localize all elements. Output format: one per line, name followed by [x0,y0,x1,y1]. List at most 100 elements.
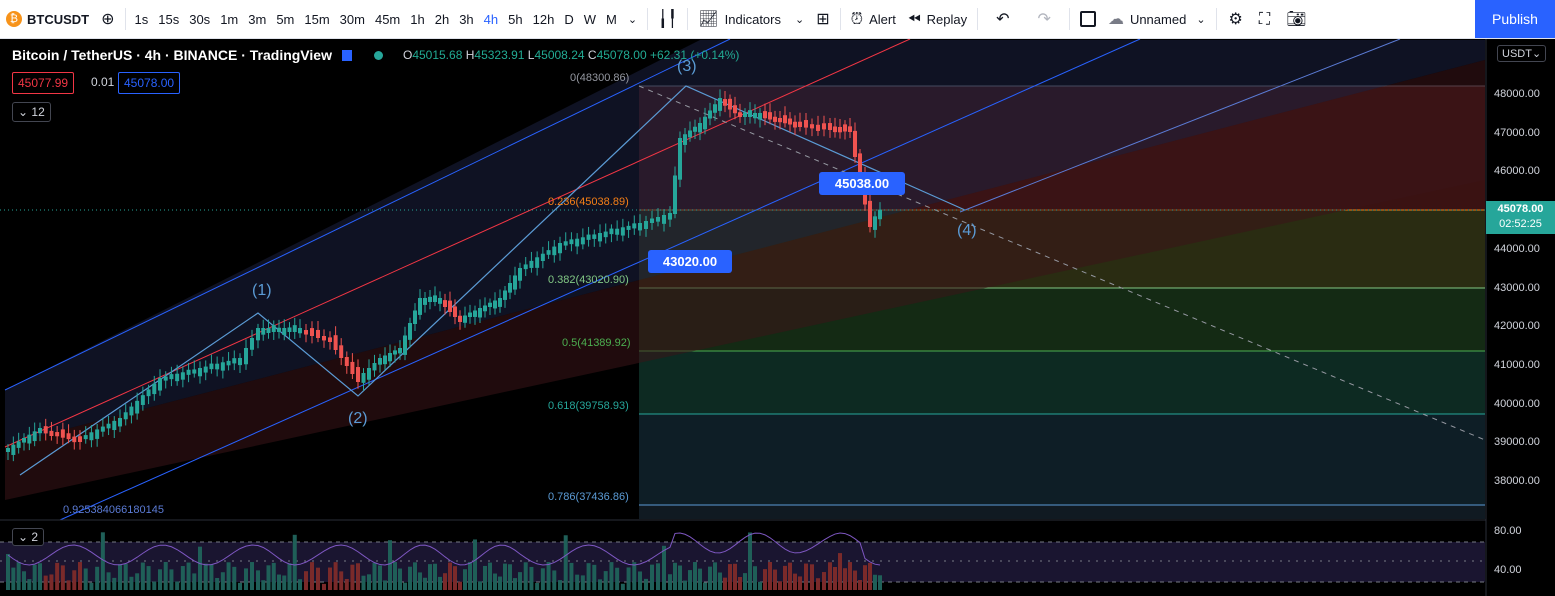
price-axis[interactable] [1486,39,1555,596]
candle-body [569,239,574,245]
timeframe-dropdown[interactable]: ⌄ [622,0,643,38]
candle-body [804,120,808,128]
candle-body [333,335,338,350]
candle-body [858,153,862,182]
fullscreen-toggle[interactable] [1074,0,1102,38]
timeframe-1s[interactable]: 1s [134,11,149,27]
templates-button[interactable]: ⊞ [810,0,835,38]
candle-body [135,400,140,414]
volume-bar [378,565,382,590]
volume-bar [367,574,371,590]
timeframe-30s[interactable]: 30s [189,11,211,27]
volume-bar [192,573,197,590]
volume-bar [878,575,882,590]
volume-bar [55,562,60,590]
candle-body [428,296,432,302]
elliott-wave-path[interactable] [19,85,966,476]
flag-icon [341,49,352,61]
candle-body [503,290,507,300]
buy-button[interactable]: 45078.00 [118,72,181,94]
volume-bar [72,570,77,590]
low-label: L [527,48,535,62]
indicators-button[interactable]: 📈︎ Indicators ⌄ [692,0,810,38]
candle-body [361,373,366,383]
timeframe-5m[interactable]: 5m [276,11,295,27]
volume-bar [163,562,168,590]
candle-body [838,127,842,133]
timeframe-W[interactable]: W [583,11,596,27]
timeframe-45m[interactable]: 45m [374,11,401,27]
channel-top-line [4,39,731,391]
symbol-search[interactable]: ₿ BTCUSDT [0,0,95,38]
symbol-name: BTCUSDT [27,11,90,27]
candle-body [256,328,260,341]
volume-bar [83,568,88,590]
timeframe-M[interactable]: M [605,11,617,27]
candle-body [868,200,872,227]
alert-button[interactable]: ⏰︎ Alert [845,0,902,38]
volume-bar [175,581,180,590]
timeframe-3h[interactable]: 3h [459,11,474,27]
redo-button[interactable]: ↷ [1024,0,1065,38]
timeframe-1h[interactable]: 1h [410,11,425,27]
candle-body [372,363,377,371]
price-callout-bottom[interactable]: 43020.00 [648,250,732,273]
volume-bar [656,563,660,590]
volume-bar [558,580,562,590]
volume-bar [458,581,462,590]
undo-button[interactable]: ↶ [982,0,1023,38]
expand-button[interactable]: ⛶ [1251,0,1278,38]
timeframe-15s[interactable]: 15s [158,11,180,27]
layout-menu[interactable]: ☁︎ Unnamed ⌄ [1102,0,1212,38]
channel-upper-fill [5,40,1485,445]
timeframe-1m[interactable]: 1m [220,11,239,27]
volume-bar [361,575,366,590]
replay-button[interactable]: ⏪︎ Replay [902,0,973,38]
timeframe-list: 1s 15s 30s 1m 3m 5m 15m 30m 45m 1h 2h 3h 4h 5h 12h D W M [130,0,622,38]
sell-button[interactable]: 45077.99 [12,72,75,94]
indicators-label: Indicators [724,11,781,27]
price-tick: 39000.00 [1494,436,1540,448]
volume-bar [783,565,787,590]
candle-body [55,432,60,437]
currency-selector[interactable]: USDT⌄ [1497,45,1547,62]
timeframe-2h[interactable]: 2h [434,11,450,27]
price-callout-top[interactable]: 45038.00 [819,172,905,195]
candle-body [678,138,682,180]
candle-body [638,223,642,231]
timeframe-5h[interactable]: 5h [508,11,523,27]
volume-bar [60,565,65,590]
fullscreen-icon: ⛶ [1258,9,1271,28]
candle-body [169,374,174,380]
timeframe-D[interactable]: D [564,11,574,27]
candle-body [632,223,637,229]
timeframe-4h[interactable]: 4h [483,11,499,27]
candles-icon: ╽╿ [658,9,678,28]
indicators-collapse-button[interactable]: ⌄ 12 [12,102,51,122]
chart-type-button[interactable]: ╽╿ [652,0,683,38]
candle-body [66,433,71,440]
timeframe-30m[interactable]: 30m [339,11,365,27]
volume-bar [169,569,174,590]
settings-button[interactable]: ⚙ [1221,0,1251,38]
timeframe-3m[interactable]: 3m [248,11,267,27]
volume-bar [350,564,355,590]
candle-body [413,310,417,325]
candle-body [698,123,702,133]
open-value: 45015.68 [412,48,463,62]
compare-button[interactable]: ⊕ [95,0,120,38]
snapshot-button[interactable]: 📷︎ [1278,0,1314,38]
publish-button[interactable]: Publish [1475,0,1555,38]
candle-body [198,368,202,377]
timeframe-12h[interactable]: 12h [532,11,555,27]
pane-collapse-button[interactable]: ⌄ 2 [12,528,45,546]
candle-body [11,444,16,455]
price-chart[interactable] [0,39,1555,596]
volume-bar [688,570,692,590]
volume-bar [693,562,697,590]
candle-body [609,228,614,235]
volume-bar [250,562,254,590]
volume-bar [78,562,82,590]
parallel-channel[interactable] [4,39,1486,521]
timeframe-15m[interactable]: 15m [304,11,330,27]
